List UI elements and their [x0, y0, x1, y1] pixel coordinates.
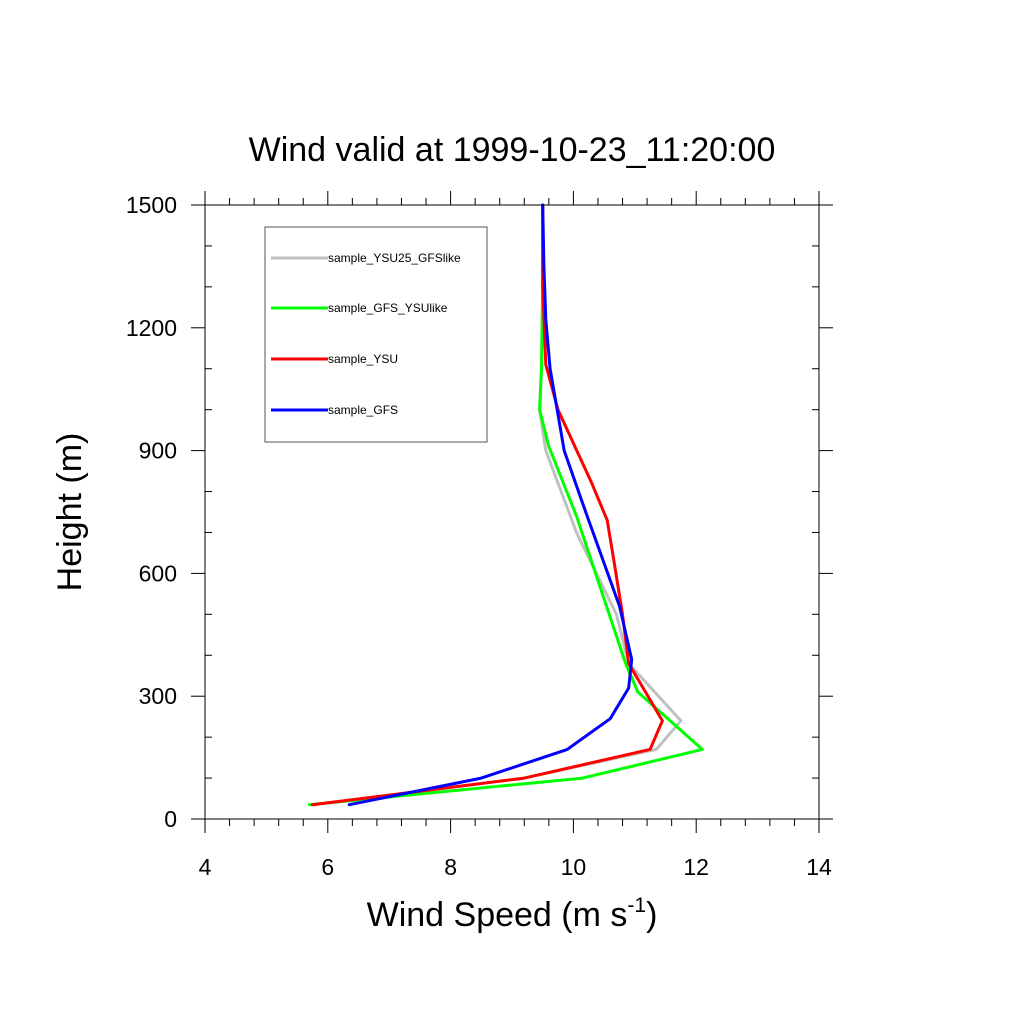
x-tick-label: 10	[561, 854, 587, 880]
x-tick-label: 8	[444, 854, 457, 880]
legend-label: sample_GFS	[328, 403, 398, 417]
legend-entry: sample_GFS_YSUlike	[271, 301, 448, 315]
legend: sample_YSU25_GFSlike sample_GFS_YSUlikesa…	[264, 226, 488, 443]
legend-label: sample_YSU	[328, 352, 398, 366]
legend-entries: sample_YSU25_GFSlike sample_GFS_YSUlikesa…	[271, 251, 461, 417]
tick-labels-layer: 4 6 8 10 12 14 0 300 600 900 1200 1500	[126, 192, 832, 880]
y-tick-label: 600	[139, 560, 177, 586]
legend-entry: sample_YSU25_GFSlike	[271, 251, 461, 265]
chart-title: Wind valid at 1999-10-23_11:20:00	[249, 131, 776, 169]
y-tick-label: 1200	[126, 315, 177, 341]
series-layer	[307, 203, 704, 807]
series-line-sample_GFS	[347, 203, 634, 807]
legend-label: sample_GFS_YSUlike	[328, 301, 448, 315]
legend-entry: sample_YSU	[271, 352, 398, 366]
legend-label: sample_YSU25_GFSlike	[328, 251, 461, 265]
x-axis-label: Wind Speed (m s-1)	[367, 894, 658, 934]
x-tick-label: 6	[321, 854, 334, 880]
legend-box	[264, 226, 488, 443]
legend-entry: sample_GFS	[271, 403, 398, 417]
x-tick-label: 4	[199, 854, 212, 880]
x-tick-label: 12	[683, 854, 709, 880]
y-axis-label: Height (m)	[51, 433, 89, 592]
x-tick-label: 14	[806, 854, 832, 880]
y-tick-label: 0	[164, 806, 177, 832]
series-line-sample_YSU	[310, 203, 664, 807]
y-tick-label: 1500	[126, 192, 177, 218]
y-tick-label: 300	[139, 683, 177, 709]
series-line-sample_GFS_YSUlike	[307, 203, 704, 807]
plot-frame	[204, 204, 820, 820]
y-tick-label: 900	[139, 438, 177, 464]
ticks-layer	[191, 191, 833, 833]
